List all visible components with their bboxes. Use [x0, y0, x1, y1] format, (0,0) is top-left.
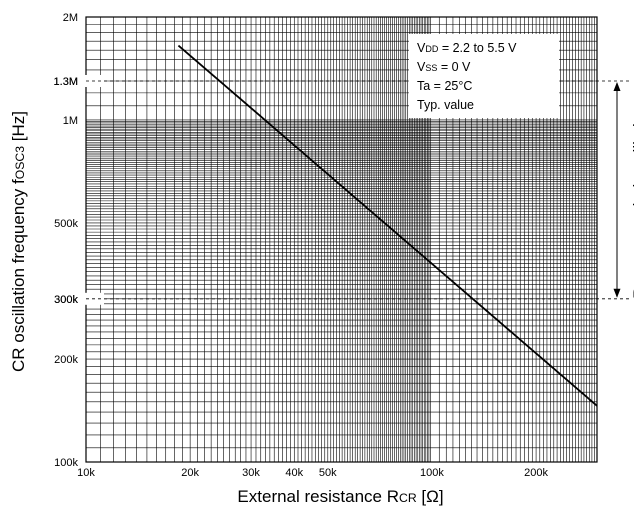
range-arrow-head-bottom: [613, 288, 621, 298]
x-tick-label: 20k: [181, 467, 199, 479]
y-tick-label: 2M: [63, 12, 78, 24]
subscript-text: DD: [425, 44, 438, 54]
y-tick-label: 100k: [54, 457, 78, 469]
x-tick-label: 30k: [242, 467, 260, 479]
text-span: [Hz]: [9, 111, 28, 146]
text-span: Typ. value: [417, 98, 474, 112]
x-axis-title: External resistance RCR [Ω]: [237, 487, 443, 506]
subscript-text: CR: [399, 491, 417, 505]
text-span: CR oscillation frequency f: [9, 179, 28, 372]
series-line: [177, 44, 598, 407]
subscript-text: OSC3: [13, 146, 27, 180]
y-tick-label: 1M: [63, 115, 78, 127]
y-axis-title: CR oscillation frequency fOSC3 [Hz]: [9, 111, 28, 372]
y-tick-label: 200k: [54, 354, 78, 366]
text-span: = 2.2 to 5.5 V: [438, 41, 517, 55]
range-label: Recommended oscillation range: [630, 56, 634, 299]
y-tick-label-reference: 300k: [54, 294, 78, 306]
text-span: V: [417, 41, 426, 55]
text-span: External resistance R: [237, 487, 399, 506]
range-arrow-head-top: [613, 81, 621, 91]
grid: [86, 17, 597, 462]
subscript-text: SS: [425, 63, 437, 73]
condition-line: Typ. value: [417, 98, 474, 112]
condition-line: Ta = 25°C: [417, 79, 472, 93]
condition-line: VDD = 2.2 to 5.5 V: [417, 41, 517, 55]
text-span: [Ω]: [417, 487, 444, 506]
x-tick-label: 50k: [319, 467, 337, 479]
plot-border: [85, 16, 598, 463]
conditions-box: [409, 34, 559, 118]
condition-line: VSS = 0 V: [417, 60, 471, 74]
y-tick-label-reference: 1.3M: [54, 76, 78, 88]
text-span: V: [417, 60, 426, 74]
x-tick-label: 200k: [524, 467, 548, 479]
y-tick-label: 1.3M: [54, 76, 78, 88]
x-tick-label: 40k: [285, 467, 303, 479]
y-tick-label: 500k: [54, 218, 78, 230]
text-span: Ta = 25°C: [417, 79, 472, 93]
x-tick-label: 10k: [77, 467, 95, 479]
x-tick-label: 100k: [420, 467, 444, 479]
text-span: = 0 V: [437, 60, 471, 74]
y-tick-label: 300k: [54, 294, 78, 306]
